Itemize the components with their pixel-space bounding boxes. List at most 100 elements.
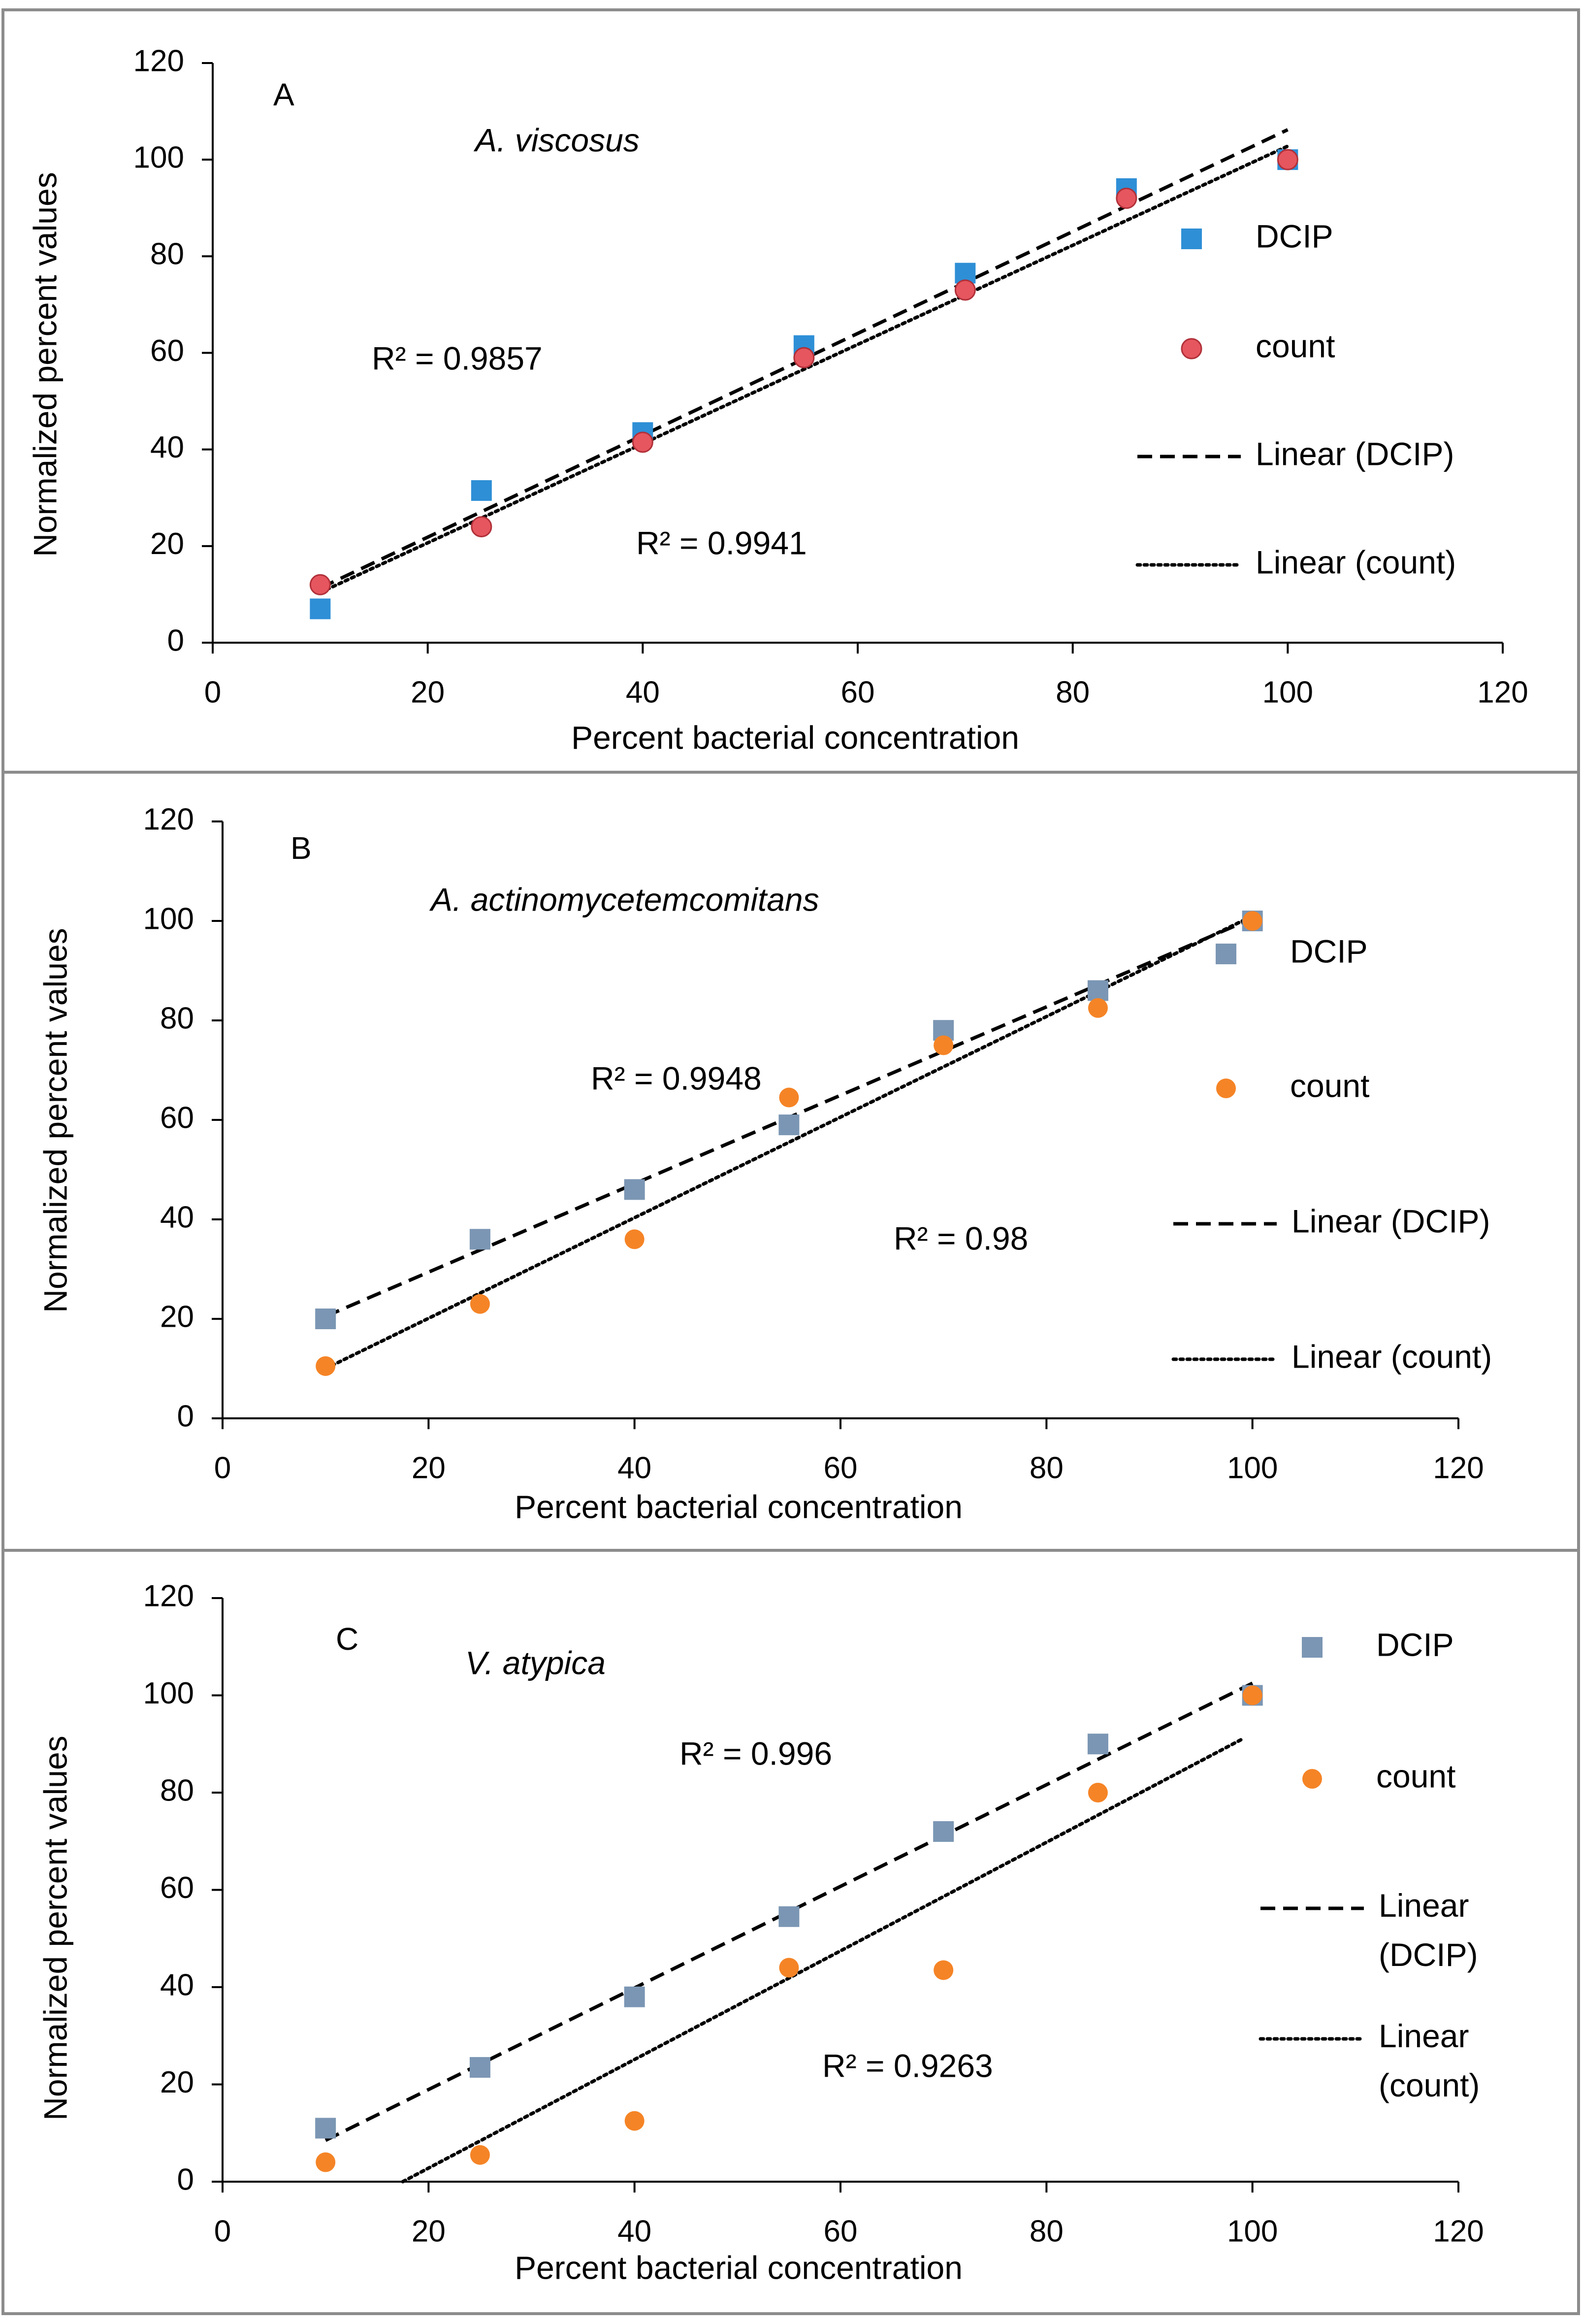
legend-marker-count [1216, 1079, 1236, 1098]
dcip-point [624, 1986, 645, 2007]
dcip-point [1087, 1734, 1108, 1755]
y-tick-label: 20 [150, 527, 184, 561]
legend-marker-count [1181, 338, 1202, 360]
count-point [779, 1087, 799, 1108]
dcip-point [933, 1821, 954, 1842]
legend-label-linear-dcip: Linear (DCIP) [1379, 1887, 1478, 1973]
count-point [624, 1229, 645, 1249]
y-tick-label: 100 [133, 141, 184, 175]
x-tick-label: 40 [626, 675, 660, 709]
x-tick-label: 100 [1227, 2214, 1278, 2248]
dcip-point [778, 1114, 800, 1136]
y-tick-label: 80 [160, 1001, 194, 1035]
y-tick-label: 0 [177, 2162, 194, 2196]
x-tick-label: 80 [1056, 675, 1090, 709]
y-tick-label: 20 [160, 2065, 194, 2099]
panel-border-a [1, 8, 1580, 774]
y-tick-label: 120 [143, 1579, 194, 1613]
y-tick-label: 40 [150, 430, 184, 464]
count-point [1242, 911, 1262, 931]
x-axis-title: Percent bacterial concentration [571, 719, 1019, 755]
r-squared-annotation: R² = 0.9941 [636, 524, 807, 561]
dcip-point [471, 480, 492, 501]
organism-label: V. atypica [465, 1644, 606, 1681]
count-point [954, 279, 976, 301]
y-tick-label: 80 [150, 237, 184, 271]
x-tick-label: 100 [1227, 1451, 1278, 1485]
y-tick-label: 60 [160, 1101, 194, 1135]
legend-label-linear-count: Linear (count) [1291, 1338, 1492, 1375]
y-tick-label: 40 [160, 1200, 194, 1234]
dcip-point [315, 2118, 336, 2139]
dcip-point [624, 1179, 645, 1200]
dcip-point [1087, 980, 1108, 1001]
x-tick-label: 60 [824, 2214, 858, 2248]
x-axis-title: Percent bacterial concentration [515, 2249, 963, 2286]
count-point [470, 1294, 490, 1314]
x-axis-title: Percent bacterial concentration [515, 1488, 963, 1525]
legend-label-dcip: DCIP [1290, 933, 1368, 969]
chart-panel-b: 0 20 40 60 80 100 120 0 20 40 60 80 100 120 Percent ba… [37, 802, 1492, 1525]
y-tick-label: 20 [160, 1300, 194, 1334]
y-tick-label: 120 [143, 802, 194, 836]
x-tick-label: 0 [214, 1451, 231, 1485]
x-tick-label: 20 [412, 2214, 446, 2248]
organism-label: A. viscosus [473, 122, 640, 158]
legend-marker-dcip [1302, 1637, 1323, 1658]
legend-label-linear-dcip: Linear (DCIP) [1256, 435, 1454, 472]
r-squared-annotation: R² = 0.9948 [591, 1060, 762, 1096]
panel-label: A [273, 77, 294, 112]
chart-panel-a: 0 20 40 60 80 100 120 0 20 40 60 80 100 120 Percent ba… [27, 44, 1528, 755]
x-tick-label: 60 [824, 1451, 858, 1485]
y-tick-label: 0 [177, 1399, 194, 1433]
y-tick-label: 100 [143, 1676, 194, 1710]
y-axis-title: Normalized percent values [37, 928, 73, 1312]
count-point [1088, 998, 1108, 1018]
legend-label-dcip: DCIP [1376, 1626, 1454, 1663]
x-tick-label: 100 [1262, 675, 1313, 709]
count-point [316, 2152, 336, 2172]
trendline-count [323, 914, 1255, 1371]
r-squared-annotation: R² = 0.9263 [822, 2047, 993, 2084]
y-tick-label: 40 [160, 1968, 194, 2002]
y-tick-label: 60 [150, 334, 184, 368]
count-point [470, 2145, 490, 2165]
count-point [624, 2111, 645, 2131]
r-squared-annotation: R² = 0.9857 [372, 340, 543, 376]
x-tick-label: 0 [214, 2214, 231, 2248]
panel-border-c [1, 1549, 1580, 2315]
dcip-point [310, 598, 331, 620]
count-point [471, 516, 492, 538]
organism-label: A. actinomycetemcomitans [429, 881, 819, 917]
legend-label-count: count [1290, 1067, 1369, 1104]
panel-label: B [291, 830, 312, 866]
count-point [1116, 188, 1137, 209]
x-tick-label: 120 [1433, 2214, 1484, 2248]
panel-label: C [336, 1621, 358, 1657]
count-point [793, 347, 815, 368]
y-axis-title: Normalized percent values [37, 1735, 73, 2120]
x-tick-label: 20 [411, 675, 445, 709]
y-tick-label: 0 [167, 623, 184, 657]
x-tick-label: 20 [412, 1451, 446, 1485]
x-tick-label: 80 [1030, 2214, 1064, 2248]
x-tick-label: 120 [1477, 675, 1528, 709]
count-point [779, 1958, 799, 1978]
dcip-point [315, 1309, 336, 1329]
count-point [632, 431, 653, 453]
legend-marker-dcip [1181, 229, 1202, 249]
x-tick-label: 80 [1030, 1451, 1064, 1485]
x-tick-label: 40 [617, 1451, 651, 1485]
count-point [1242, 1685, 1262, 1705]
legend-marker-dcip [1216, 944, 1236, 964]
r-squared-annotation: R² = 0.996 [679, 1735, 832, 1771]
chart-panel-c: 0 20 40 60 80 100 120 0 20 40 60 80 100 120 Percent ba… [37, 1579, 1484, 2286]
legend-label-count: count [1376, 1758, 1455, 1794]
count-point [934, 1035, 954, 1055]
y-tick-label: 80 [160, 1773, 194, 1807]
count-point [1277, 149, 1298, 170]
y-tick-label: 100 [143, 902, 194, 936]
y-tick-label: 60 [160, 1871, 194, 1905]
legend-label-linear-count: Linear (count) [1379, 2018, 1480, 2103]
